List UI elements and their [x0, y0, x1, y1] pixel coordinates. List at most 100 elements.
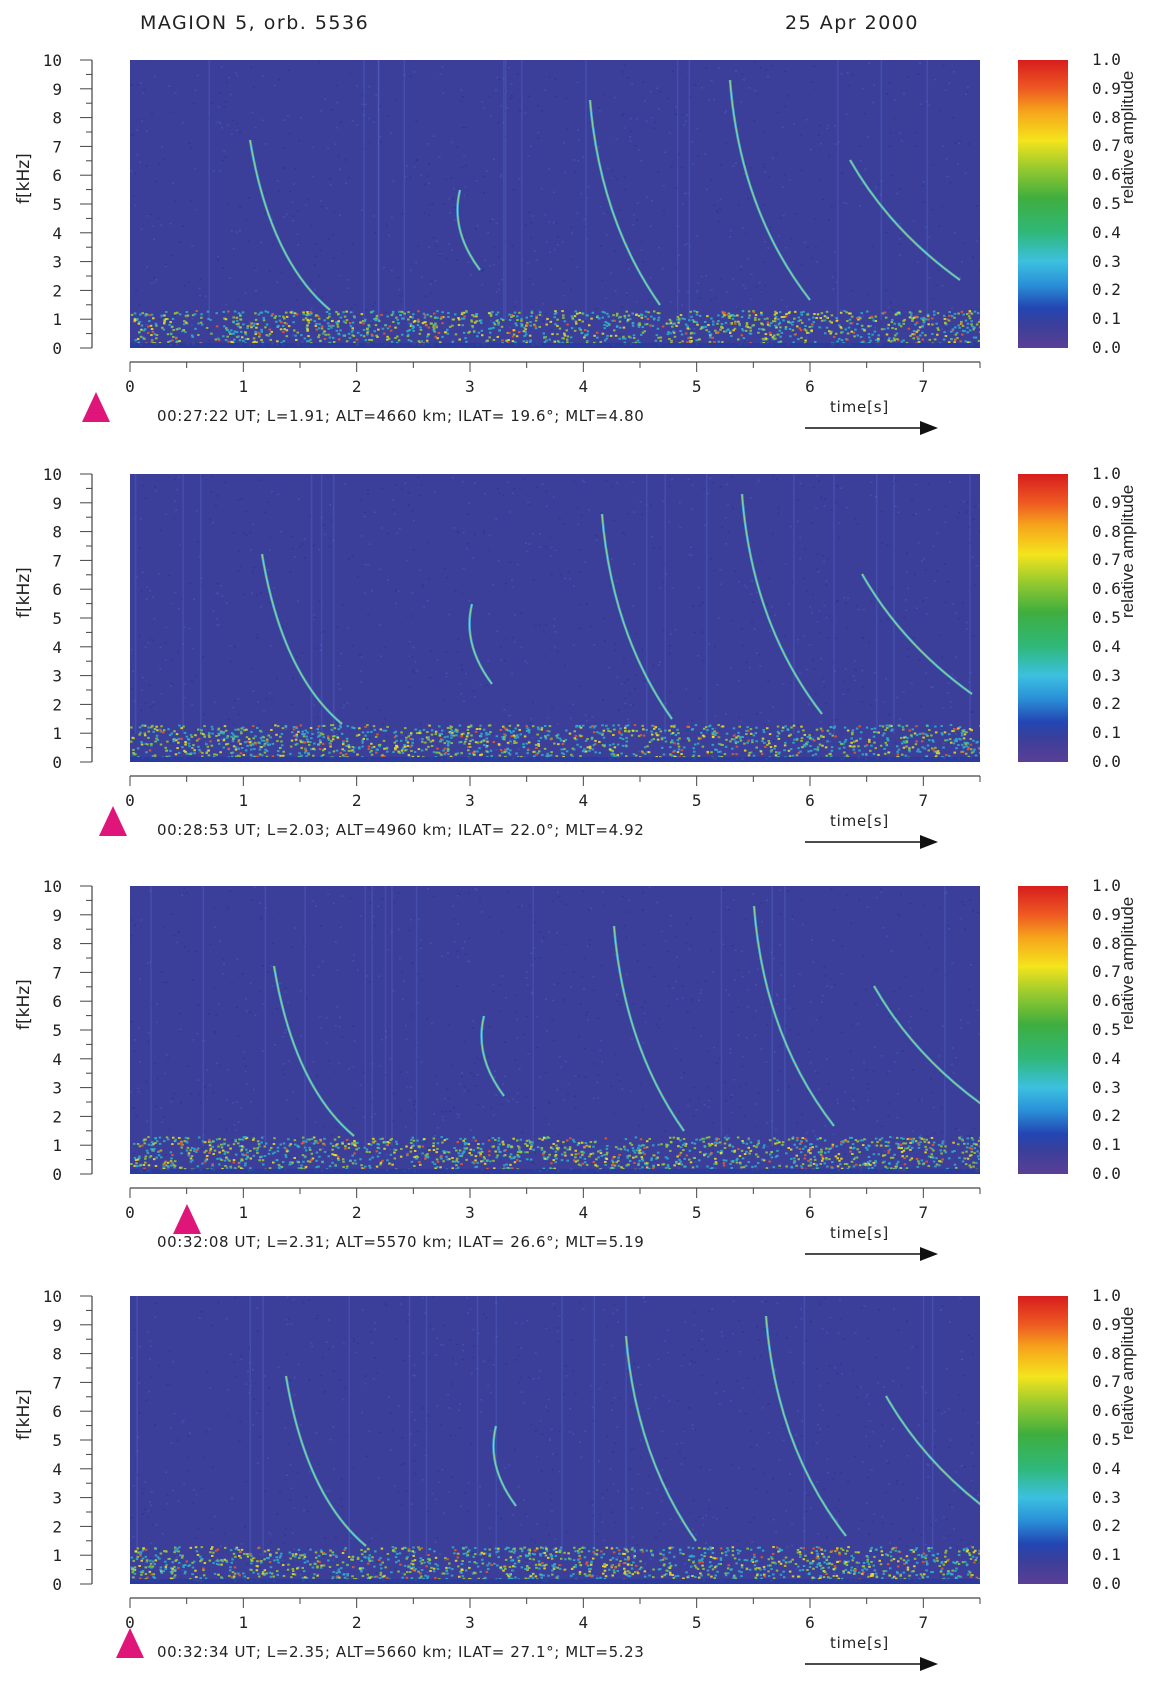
spectrogram-image: [130, 1296, 980, 1584]
time-arrow-head: [920, 1247, 938, 1261]
colorbar-label: relative amplitude: [1118, 70, 1137, 204]
x-tick-label: 0: [125, 1203, 135, 1222]
time-arrow-head: [920, 835, 938, 849]
colorbar-tick-label: 0.6: [1092, 1401, 1121, 1421]
colorbar-tick-label: 1.0: [1092, 1286, 1121, 1305]
spectrogram-panel-1: f[kHz] 0 1 2 3 4 5 6 7 8 9 10 0 1 2 3 4 5 6 7 0.0 0.1 0.2 0.3…: [0, 0, 1163, 435]
colorbar: [1018, 60, 1068, 348]
spectrogram-panel-4: f[kHz] 0 1 2 3 4 5 6 7 8 9 10 0 1 2 3 4 5 6 7 0.0 0.1 0.2 0.3…: [0, 1236, 1163, 1671]
y-tick-label: 3: [52, 253, 62, 272]
x-tick-label: 0: [125, 377, 135, 396]
colorbar-tick-label: 0.7: [1092, 1372, 1121, 1392]
y-tick-label: 7: [52, 551, 62, 570]
figure-header: MAGION 5, orb. 5536 25 Apr 2000: [0, 8, 1163, 38]
colorbar-tick-label: 0.2: [1092, 694, 1121, 714]
y-tick-label: 2: [52, 1517, 62, 1536]
y-tick-label: 6: [52, 1402, 62, 1421]
spectrogram-panel-3: f[kHz] 0 1 2 3 4 5 6 7 8 9 10 0 1 2 3 4 5 6 7 0.0 0.1 0.2 0.3…: [0, 826, 1163, 1261]
y-tick-label: 8: [52, 935, 62, 954]
x-tick-label: 4: [579, 791, 589, 810]
x-tick-label: 5: [692, 1613, 702, 1632]
x-tick-label: 4: [579, 1203, 589, 1222]
y-tick-label: 10: [43, 465, 62, 484]
colorbar-tick-label: 1.0: [1092, 50, 1121, 69]
y-tick-label: 7: [52, 1373, 62, 1392]
x-tick-label: 6: [805, 1613, 815, 1632]
satellite-orbit-title: MAGION 5, orb. 5536: [140, 12, 370, 34]
colorbar-tick-label: 0.0: [1092, 1164, 1121, 1183]
y-tick-label: 4: [52, 1460, 62, 1479]
colorbar-tick-label: 0.6: [1092, 579, 1121, 599]
y-tick-label: 4: [52, 638, 62, 657]
y-tick-label: 6: [52, 166, 62, 185]
colorbar-tick-label: 0.4: [1092, 636, 1121, 656]
spectrogram-image: [130, 886, 980, 1174]
y-tick-label: 8: [52, 109, 62, 128]
x-tick-label: 5: [692, 791, 702, 810]
x-tick-label: 6: [805, 791, 815, 810]
colorbar-tick-label: 0.4: [1092, 1458, 1121, 1478]
x-axis-label: time[s]: [830, 1224, 890, 1242]
y-tick-label: 6: [52, 992, 62, 1011]
x-tick-label: 2: [352, 791, 362, 810]
y-tick-label: 5: [52, 609, 62, 628]
x-tick-label: 3: [465, 1203, 475, 1222]
x-tick-label: 7: [919, 791, 929, 810]
colorbar-tick-label: 0.1: [1092, 1545, 1121, 1565]
y-tick-label: 4: [52, 224, 62, 243]
orbit-caption: 00:28:53 UT; L=2.03; ALT=4960 km; ILAT= …: [157, 821, 645, 839]
y-tick-label: 9: [52, 906, 62, 925]
colorbar-tick-label: 0.0: [1092, 752, 1121, 771]
y-tick-label: 7: [52, 137, 62, 156]
y-tick-label: 1: [52, 1546, 62, 1565]
y-tick-label: 9: [52, 80, 62, 99]
y-tick-label: 5: [52, 195, 62, 214]
spectrogram-image: [130, 60, 980, 348]
orbit-caption: 00:27:22 UT; L=1.91; ALT=4660 km; ILAT= …: [157, 407, 645, 425]
y-tick-label: 6: [52, 580, 62, 599]
colorbar-tick-label: 0.3: [1092, 1487, 1121, 1507]
x-tick-label: 0: [125, 1613, 135, 1632]
colorbar-tick-label: 0.9: [1092, 1314, 1121, 1334]
x-tick-label: 5: [692, 377, 702, 396]
y-tick-label: 3: [52, 1489, 62, 1508]
y-tick-label: 9: [52, 494, 62, 513]
x-tick-label: 4: [579, 377, 589, 396]
x-tick-label: 0: [125, 791, 135, 810]
colorbar-tick-label: 0.7: [1092, 550, 1121, 570]
axes: 0 1 2 3 4 5 6 7 8 9 10 0 1 2 3 4 5 6 7: [43, 877, 981, 1261]
y-tick-label: 9: [52, 1316, 62, 1335]
y-tick-label: 7: [52, 963, 62, 982]
colorbar-tick-label: 0.8: [1092, 107, 1121, 127]
colorbar-tick-label: 0.6: [1092, 991, 1121, 1011]
x-axis-label: time[s]: [830, 398, 890, 416]
x-tick-label: 7: [919, 1203, 929, 1222]
colorbar-tick-label: 0.2: [1092, 1516, 1121, 1536]
y-tick-label: 1: [52, 310, 62, 329]
orbit-caption: 00:32:08 UT; L=2.31; ALT=5570 km; ILAT= …: [157, 1233, 645, 1251]
orbit-caption: 00:32:34 UT; L=2.35; ALT=5660 km; ILAT= …: [157, 1643, 645, 1661]
colorbar-tick-label: 0.9: [1092, 78, 1121, 98]
x-tick-label: 1: [239, 1203, 249, 1222]
y-tick-label: 8: [52, 1345, 62, 1364]
x-tick-label: 1: [239, 377, 249, 396]
colorbar-tick-label: 0.1: [1092, 723, 1121, 743]
x-tick-label: 2: [352, 1613, 362, 1632]
axes: 0 1 2 3 4 5 6 7 8 9 10 0 1 2 3 4 5 6 7: [43, 51, 981, 435]
colorbar-label: relative amplitude: [1118, 484, 1137, 618]
colorbar-tick-label: 0.6: [1092, 165, 1121, 185]
y-tick-label: 0: [52, 753, 62, 772]
x-axis-label: time[s]: [830, 1634, 890, 1652]
colorbar-label: relative amplitude: [1118, 1306, 1137, 1440]
x-tick-label: 1: [239, 791, 249, 810]
y-tick-label: 2: [52, 695, 62, 714]
x-tick-label: 3: [465, 1613, 475, 1632]
time-marker: [116, 1628, 144, 1658]
colorbar-tick-label: 0.3: [1092, 1077, 1121, 1097]
x-tick-label: 4: [579, 1613, 589, 1632]
y-tick-label: 8: [52, 523, 62, 542]
x-tick-label: 6: [805, 1203, 815, 1222]
x-tick-label: 2: [352, 1203, 362, 1222]
x-tick-label: 3: [465, 377, 475, 396]
x-tick-label: 2: [352, 377, 362, 396]
